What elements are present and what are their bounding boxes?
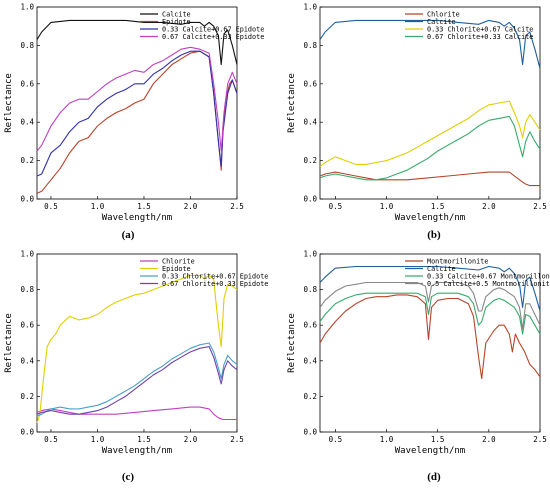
y-tick-label: 0.8 xyxy=(303,41,317,50)
series-line xyxy=(36,50,238,177)
x-axis-label: Wavelength/nm xyxy=(395,446,465,456)
legend-entry: Calcite xyxy=(427,18,456,26)
x-tick-label: 0.5 xyxy=(329,202,343,211)
legend-entry: 0.33 Calcite+0.67 Montmorillonite xyxy=(427,273,550,281)
series-line xyxy=(36,19,238,66)
y-tick-label: 0.2 xyxy=(20,156,34,165)
legend-entry: 0.5 Calcite+0.5 Montmorillonite xyxy=(427,280,550,288)
x-tick-label: 2.0 xyxy=(184,435,198,444)
y-tick-label: 1.0 xyxy=(20,3,34,12)
series-line xyxy=(319,292,541,335)
y-tick-label: 0.2 xyxy=(303,156,317,165)
y-tick-label: 0.4 xyxy=(20,118,34,127)
x-tick-label: 2.0 xyxy=(184,202,198,211)
x-tick-label: 1.0 xyxy=(91,202,105,211)
y-tick-label: 0.0 xyxy=(20,195,34,204)
y-tick-label: 1.0 xyxy=(303,250,317,259)
x-tick-label: 2.0 xyxy=(482,202,496,211)
chart-panel-1: 0.5 1.0 1.5 2.0 2.5 0.0 0.2 0.4 0.6 0.8 1.0 Wavelen… xyxy=(4,3,264,242)
legend-entry: Calcite xyxy=(162,11,191,19)
y-tick-label: 0.4 xyxy=(20,356,34,365)
x-tick-label: 1.5 xyxy=(137,202,151,211)
y-tick-label: 0.8 xyxy=(303,285,317,294)
legend-entry: 0.67 Calcite+0.33 Epidote xyxy=(162,33,264,41)
x-axis-label: Wavelength/nm xyxy=(102,446,172,456)
y-tick-label: 0.0 xyxy=(303,195,317,204)
series-line xyxy=(36,50,238,194)
plot-frame xyxy=(36,253,238,433)
legend-entry: 0.67 Chlorite+0.33 Epidote xyxy=(162,280,268,288)
y-axis-label: Reflectance xyxy=(287,73,297,133)
series-line xyxy=(36,406,237,421)
x-tick-label: 0.5 xyxy=(44,435,58,444)
x-tick-label: 1.5 xyxy=(431,202,445,211)
x-tick-label: 1.0 xyxy=(380,202,394,211)
y-tick-label: 0.6 xyxy=(20,321,34,330)
series-line xyxy=(36,274,238,424)
x-tick-label: 0.5 xyxy=(329,435,343,444)
y-axis-label: Reflectance xyxy=(287,313,297,373)
panel-label: (a) xyxy=(122,229,135,241)
chart-panel-3: 0.5 1.0 1.5 2.0 2.5 0.0 0.2 0.4 0.6 0.8 1.0 Wavelen… xyxy=(4,250,268,484)
x-tick-label: 0.5 xyxy=(44,202,58,211)
legend-entry: 0.33 Chlorite+0.67 Epidote xyxy=(162,273,268,281)
x-tick-label: 1.5 xyxy=(431,435,445,444)
y-tick-label: 0.8 xyxy=(20,41,34,50)
plot-frame xyxy=(319,6,541,200)
y-axis-label: Reflectance xyxy=(4,73,14,133)
series-line xyxy=(319,171,540,187)
y-tick-label: 0.6 xyxy=(303,321,317,330)
series-line xyxy=(36,46,238,152)
y-tick-label: 0.6 xyxy=(303,79,317,88)
legend-entry: Calcite xyxy=(427,265,456,273)
legend-entry: Epidote xyxy=(162,18,191,26)
y-tick-label: 0.2 xyxy=(20,392,34,401)
plot-frame xyxy=(36,6,238,200)
y-tick-label: 0.4 xyxy=(303,356,317,365)
panel-label: (d) xyxy=(427,471,441,483)
x-tick-label: 2.5 xyxy=(230,435,244,444)
x-tick-label: 1.0 xyxy=(380,435,394,444)
y-tick-label: 1.0 xyxy=(303,3,317,12)
series-line xyxy=(319,19,541,69)
x-tick-label: 2.0 xyxy=(482,435,496,444)
legend-entry: Chlorite xyxy=(427,11,460,19)
series-line xyxy=(319,294,541,380)
x-tick-label: 1.5 xyxy=(137,435,151,444)
x-axis-label: Wavelength/nm xyxy=(395,213,465,223)
y-tick-label: 0.8 xyxy=(20,285,34,294)
x-axis-label: Wavelength/nm xyxy=(102,213,172,223)
legend-entry: 0.33 Calcite+0.67 Epidote xyxy=(162,26,264,34)
series-line xyxy=(319,281,541,330)
x-tick-label: 1.0 xyxy=(91,435,105,444)
panel-label: (c) xyxy=(122,471,135,483)
panel-label: (b) xyxy=(427,229,441,241)
y-tick-label: 0.0 xyxy=(303,428,317,437)
x-tick-label: 2.5 xyxy=(230,202,244,211)
y-tick-label: 0.6 xyxy=(20,79,34,88)
legend-entry: 0.67 Chlorite+0.33 Calcite xyxy=(427,33,533,41)
legend-entry: Montmorillonite xyxy=(427,258,488,266)
legend-entry: Epidote xyxy=(162,265,191,273)
series-line xyxy=(319,115,541,181)
y-axis-label: Reflectance xyxy=(4,313,14,373)
y-tick-label: 0.0 xyxy=(20,428,34,437)
x-tick-label: 2.5 xyxy=(533,202,547,211)
chart-panel-4: 0.5 1.0 1.5 2.0 2.50.00.20.40.60.81.0Wavelen… xyxy=(287,250,550,484)
legend-entry: 0.33 Chlorite+0.67 Calcite xyxy=(427,26,533,34)
chart-panel-2: 0.5 1.0 1.5 2.0 2.50.00.20.40.60.81.0Wavelen… xyxy=(287,3,547,242)
x-tick-label: 2.5 xyxy=(533,435,547,444)
series-line xyxy=(319,265,541,312)
y-tick-label: 0.4 xyxy=(303,118,317,127)
y-tick-label: 1.0 xyxy=(20,250,34,259)
y-tick-label: 0.2 xyxy=(303,392,317,401)
legend-entry: Chlorite xyxy=(162,258,195,266)
series-line xyxy=(36,342,238,417)
series-line xyxy=(319,100,541,167)
series-line xyxy=(36,346,238,415)
